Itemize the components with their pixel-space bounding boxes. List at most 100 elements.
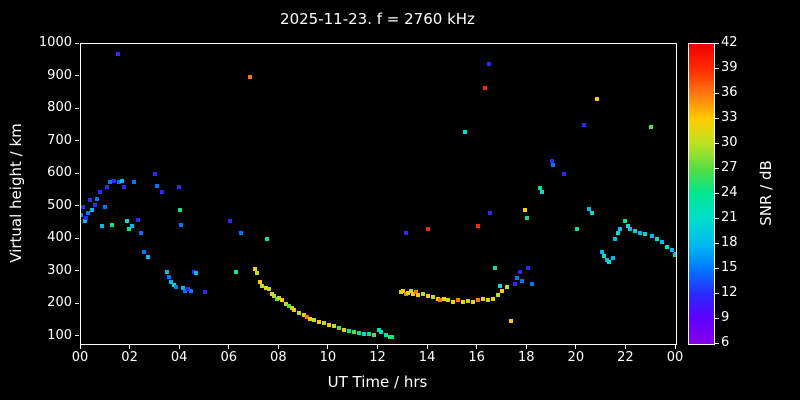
data-point: [138, 230, 143, 235]
data-point: [403, 291, 408, 296]
colorbar-tick-label: 30: [721, 135, 738, 150]
data-point: [376, 327, 381, 332]
data-point: [274, 297, 279, 302]
data-point: [92, 203, 97, 208]
data-point: [247, 74, 252, 79]
data-point: [272, 293, 277, 298]
colorbar-tick-label: 42: [721, 35, 738, 50]
x-tick-label: 14: [418, 350, 436, 365]
x-tick-mark: [624, 345, 626, 349]
data-point: [610, 256, 615, 261]
data-point: [574, 226, 579, 231]
data-point: [292, 308, 297, 313]
y-tick-mark: [75, 302, 79, 304]
y-tick-label: 200: [47, 295, 72, 311]
data-point: [159, 190, 164, 195]
data-point: [154, 183, 159, 188]
data-point: [485, 298, 490, 303]
data-point: [167, 274, 171, 279]
x-tick-label: 20: [567, 350, 585, 365]
data-point: [470, 300, 475, 305]
data-point: [90, 207, 95, 212]
data-point: [136, 217, 141, 222]
y-tick-label: 600: [47, 165, 72, 181]
data-point: [594, 97, 599, 102]
data-point: [655, 237, 660, 242]
data-point: [442, 297, 447, 302]
data-point: [252, 266, 257, 271]
data-point: [475, 298, 480, 303]
data-point: [401, 288, 406, 293]
x-tick-mark: [129, 345, 131, 349]
data-point: [436, 297, 440, 302]
data-point: [81, 212, 83, 217]
data-point: [537, 186, 542, 191]
colorbar-tick-mark: [715, 342, 719, 344]
data-point: [81, 204, 86, 209]
data-point: [455, 298, 460, 303]
colorbar-tick-label: 18: [721, 235, 738, 250]
data-point: [517, 269, 522, 274]
data-point: [475, 224, 480, 229]
data-point: [602, 254, 607, 259]
data-point: [493, 265, 498, 270]
colorbar-tick-label: 15: [721, 260, 738, 275]
data-point: [520, 278, 525, 283]
data-point: [179, 222, 184, 227]
data-point: [665, 245, 670, 250]
y-tick-mark: [75, 205, 79, 207]
x-tick-label: 00: [666, 350, 684, 365]
data-point: [615, 230, 620, 235]
y-tick-mark: [75, 237, 79, 239]
data-point: [191, 269, 196, 274]
data-point: [505, 285, 510, 290]
data-point: [185, 287, 190, 292]
data-point: [416, 293, 421, 298]
y-tick-label: 900: [47, 67, 72, 83]
data-point: [551, 163, 556, 168]
data-point: [174, 285, 179, 290]
y-tick-label: 800: [47, 100, 72, 116]
data-point: [202, 289, 207, 294]
x-tick-mark: [228, 345, 230, 349]
data-point: [607, 260, 612, 264]
data-point: [413, 289, 418, 294]
colorbar-tick-mark: [715, 192, 719, 194]
data-point: [530, 282, 535, 287]
data-point: [500, 288, 505, 293]
x-tick-mark: [377, 345, 378, 349]
colorbar-tick-label: 9: [721, 310, 730, 325]
data-point: [638, 230, 643, 235]
x-tick-label: 02: [121, 350, 138, 365]
data-point: [132, 180, 137, 185]
data-point: [264, 237, 269, 242]
data-point: [269, 291, 274, 296]
data-point: [164, 269, 169, 274]
y-tick-label: 300: [47, 262, 72, 278]
data-point: [383, 332, 388, 337]
data-point: [102, 204, 107, 209]
data-point: [259, 284, 264, 289]
y-tick-mark: [75, 75, 79, 77]
data-point: [628, 226, 633, 231]
data-point: [406, 290, 411, 295]
y-tick-mark: [75, 140, 79, 142]
colorbar-tick-mark: [715, 42, 719, 44]
x-tick-label: 06: [220, 350, 238, 365]
x-tick-label: 22: [617, 350, 634, 365]
data-point: [308, 316, 313, 321]
data-point: [562, 172, 567, 177]
data-point: [421, 291, 426, 296]
x-tick-label: 08: [270, 350, 287, 365]
data-point: [450, 300, 455, 305]
data-point: [408, 288, 413, 293]
data-point: [512, 282, 517, 287]
data-point: [387, 334, 392, 339]
data-point: [97, 190, 102, 195]
data-point: [623, 219, 628, 224]
x-tick-label: 04: [170, 350, 188, 365]
x-tick-label: 18: [517, 350, 535, 365]
data-point: [326, 323, 331, 328]
data-point: [480, 297, 485, 302]
